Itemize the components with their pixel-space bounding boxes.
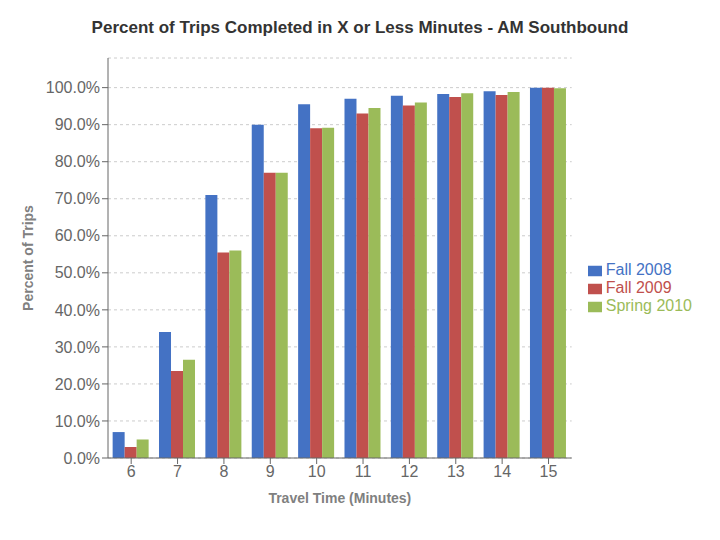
svg-text:7: 7: [173, 463, 182, 480]
svg-text:14: 14: [493, 463, 511, 480]
svg-text:6: 6: [127, 463, 136, 480]
svg-text:15: 15: [540, 463, 558, 480]
svg-text:Percent of Trips: Percent of Trips: [20, 205, 36, 311]
html-text:Spring 2010: Spring 2010: [605, 297, 692, 314]
svg-text:8: 8: [219, 463, 228, 480]
svg-text:30.0%: 30.0%: [55, 339, 100, 356]
svg-text:80.0%: 80.0%: [55, 153, 100, 170]
svg-text:40.0%: 40.0%: [55, 302, 100, 319]
svg-text:90.0%: 90.0%: [55, 116, 100, 133]
html-text:Fall 2008: Fall 2008: [605, 261, 672, 278]
svg-text:9: 9: [266, 463, 275, 480]
svg-text:10: 10: [308, 463, 326, 480]
svg-text:Travel Time (Minutes): Travel Time (Minutes): [268, 490, 411, 506]
svg-text:11: 11: [355, 463, 372, 480]
svg-text:50.0%: 50.0%: [55, 264, 100, 281]
svg-text:0.0%: 0.0%: [64, 450, 100, 467]
svg-text:12: 12: [401, 463, 419, 480]
html-text:Fall 2009: Fall 2009: [605, 279, 672, 296]
svg-text:20.0%: 20.0%: [55, 376, 100, 393]
svg-text:13: 13: [447, 463, 465, 480]
svg-text:70.0%: 70.0%: [55, 190, 100, 207]
svg-text:10.0%: 10.0%: [55, 413, 100, 430]
svg-text:60.0%: 60.0%: [55, 227, 100, 244]
html-text:Percent of Trips Completed in: Percent of Trips Completed in X or Less …: [91, 18, 629, 37]
svg-text:100.0%: 100.0%: [46, 79, 100, 96]
